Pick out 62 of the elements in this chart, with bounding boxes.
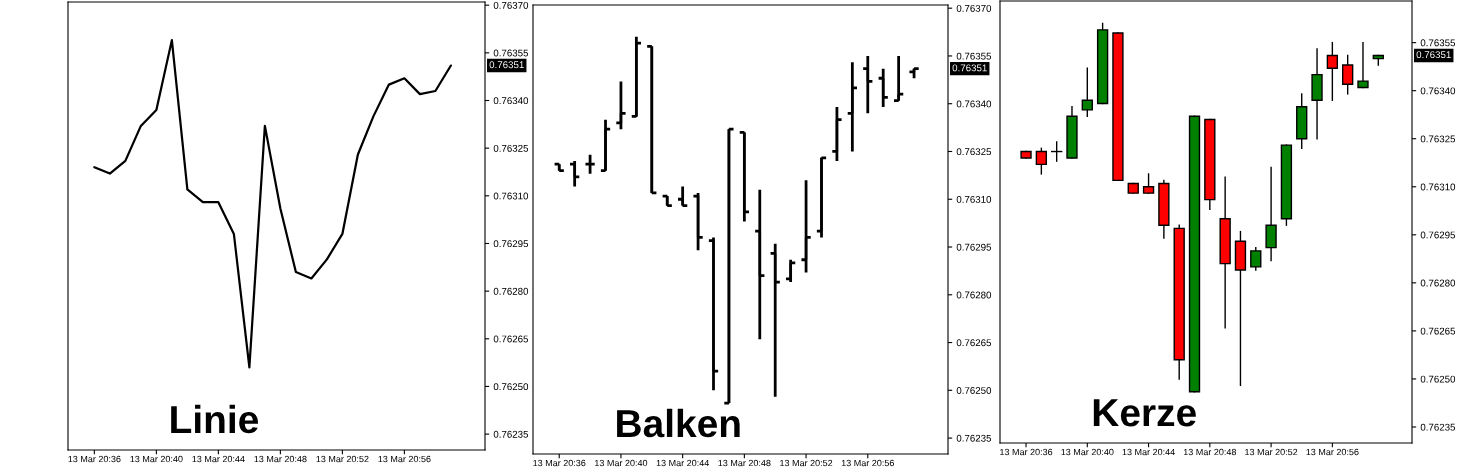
- y-tick-label: 0.76355: [1420, 39, 1456, 47]
- y-tick-label: 0.76265: [956, 339, 992, 347]
- y-tick-label: 0.76280: [956, 291, 992, 299]
- y-tick-label: 0.76295: [1420, 231, 1456, 239]
- y-tick-label: 0.76355: [493, 49, 529, 57]
- candlestick: [1035, 147, 1048, 175]
- y-tick-label: 0.76280: [1420, 279, 1456, 287]
- candlestick: [1357, 41, 1369, 89]
- y-tick-label: 0.76295: [493, 240, 529, 248]
- y-tick-label: 0.76280: [493, 287, 529, 295]
- y-tick-label: 0.76325: [493, 144, 529, 152]
- y-tick-label: 0.76340: [493, 97, 529, 105]
- y-tick-label: 0.76310: [493, 192, 529, 200]
- y-tick-label: 0.76295: [956, 243, 992, 251]
- text: 0.76351: [952, 64, 987, 72]
- x-tick-label: 13 Mar 20:48: [718, 459, 771, 467]
- x-tick-label: 13 Mar 20:44: [192, 455, 245, 463]
- x-tick-label: 13 Mar 20:36: [68, 455, 121, 463]
- x-tick-label: 13 Mar 20:56: [1306, 448, 1359, 456]
- y-tick-label: 0.76250: [956, 387, 992, 394]
- y-tick-label: 0.76370: [493, 1, 529, 9]
- x-tick-label: 13 Mar 20:48: [1183, 448, 1237, 456]
- text: 0.76351: [489, 61, 524, 69]
- y-tick-label: 0.76235: [956, 434, 992, 442]
- candlestick: [1342, 54, 1354, 95]
- x-tick-label: 13 Mar 20:52: [1245, 448, 1298, 456]
- y-tick-label: 0.76250: [493, 383, 529, 391]
- y-tick-label: 0.76310: [956, 195, 992, 203]
- y-tick-label: 0.76265: [493, 335, 529, 343]
- y-tick-label: 0.76370: [956, 4, 992, 12]
- x-tick-label: 13 Mar 20:40: [130, 455, 183, 463]
- x-tick-label: 13 Mar 20:56: [841, 459, 894, 467]
- x-tick-label: 13 Mar 20:44: [656, 459, 709, 467]
- x-tick-label: 13 Mar 20:36: [1000, 448, 1053, 456]
- y-tick-label: 0.76325: [1420, 135, 1456, 143]
- text: Balken: [617, 408, 740, 438]
- y-tick-label: 0.76325: [956, 148, 992, 156]
- candlestick: [1081, 67, 1093, 117]
- y-tick-label: 0.76235: [1420, 423, 1456, 431]
- y-tick-label: 0.76340: [956, 100, 992, 108]
- candlestick: [1142, 173, 1155, 194]
- x-tick-label: 13 Mar 20:40: [595, 459, 648, 467]
- y-tick-label: 0.76265: [1420, 327, 1456, 335]
- candlestick: [1250, 246, 1262, 271]
- x-tick-label: 13 Mar 20:48: [254, 455, 307, 463]
- x-tick-label: 13 Mar 20:52: [316, 455, 369, 463]
- x-tick-label: 13 Mar 20:56: [378, 455, 431, 463]
- text: Kerze: [1093, 399, 1196, 427]
- text: Linie: [171, 404, 258, 434]
- text: 0.76351: [1416, 51, 1451, 59]
- candlestick: [1265, 166, 1277, 262]
- x-tick-label: 13 Mar 20:44: [1122, 448, 1175, 456]
- x-tick-label: 13 Mar 20:52: [780, 459, 833, 467]
- line-series: [93, 39, 453, 369]
- y-tick-label: 0.76250: [1420, 375, 1456, 383]
- x-tick-label: 13 Mar 20:36: [533, 459, 586, 467]
- candlestick: [1326, 41, 1339, 101]
- y-tick-label: 0.76310: [1420, 183, 1456, 191]
- y-tick-label: 0.76340: [1420, 87, 1456, 95]
- x-tick-label: 13 Mar 20:40: [1061, 448, 1114, 456]
- y-tick-label: 0.76355: [956, 52, 992, 60]
- y-tick-label: 0.76235: [493, 430, 529, 438]
